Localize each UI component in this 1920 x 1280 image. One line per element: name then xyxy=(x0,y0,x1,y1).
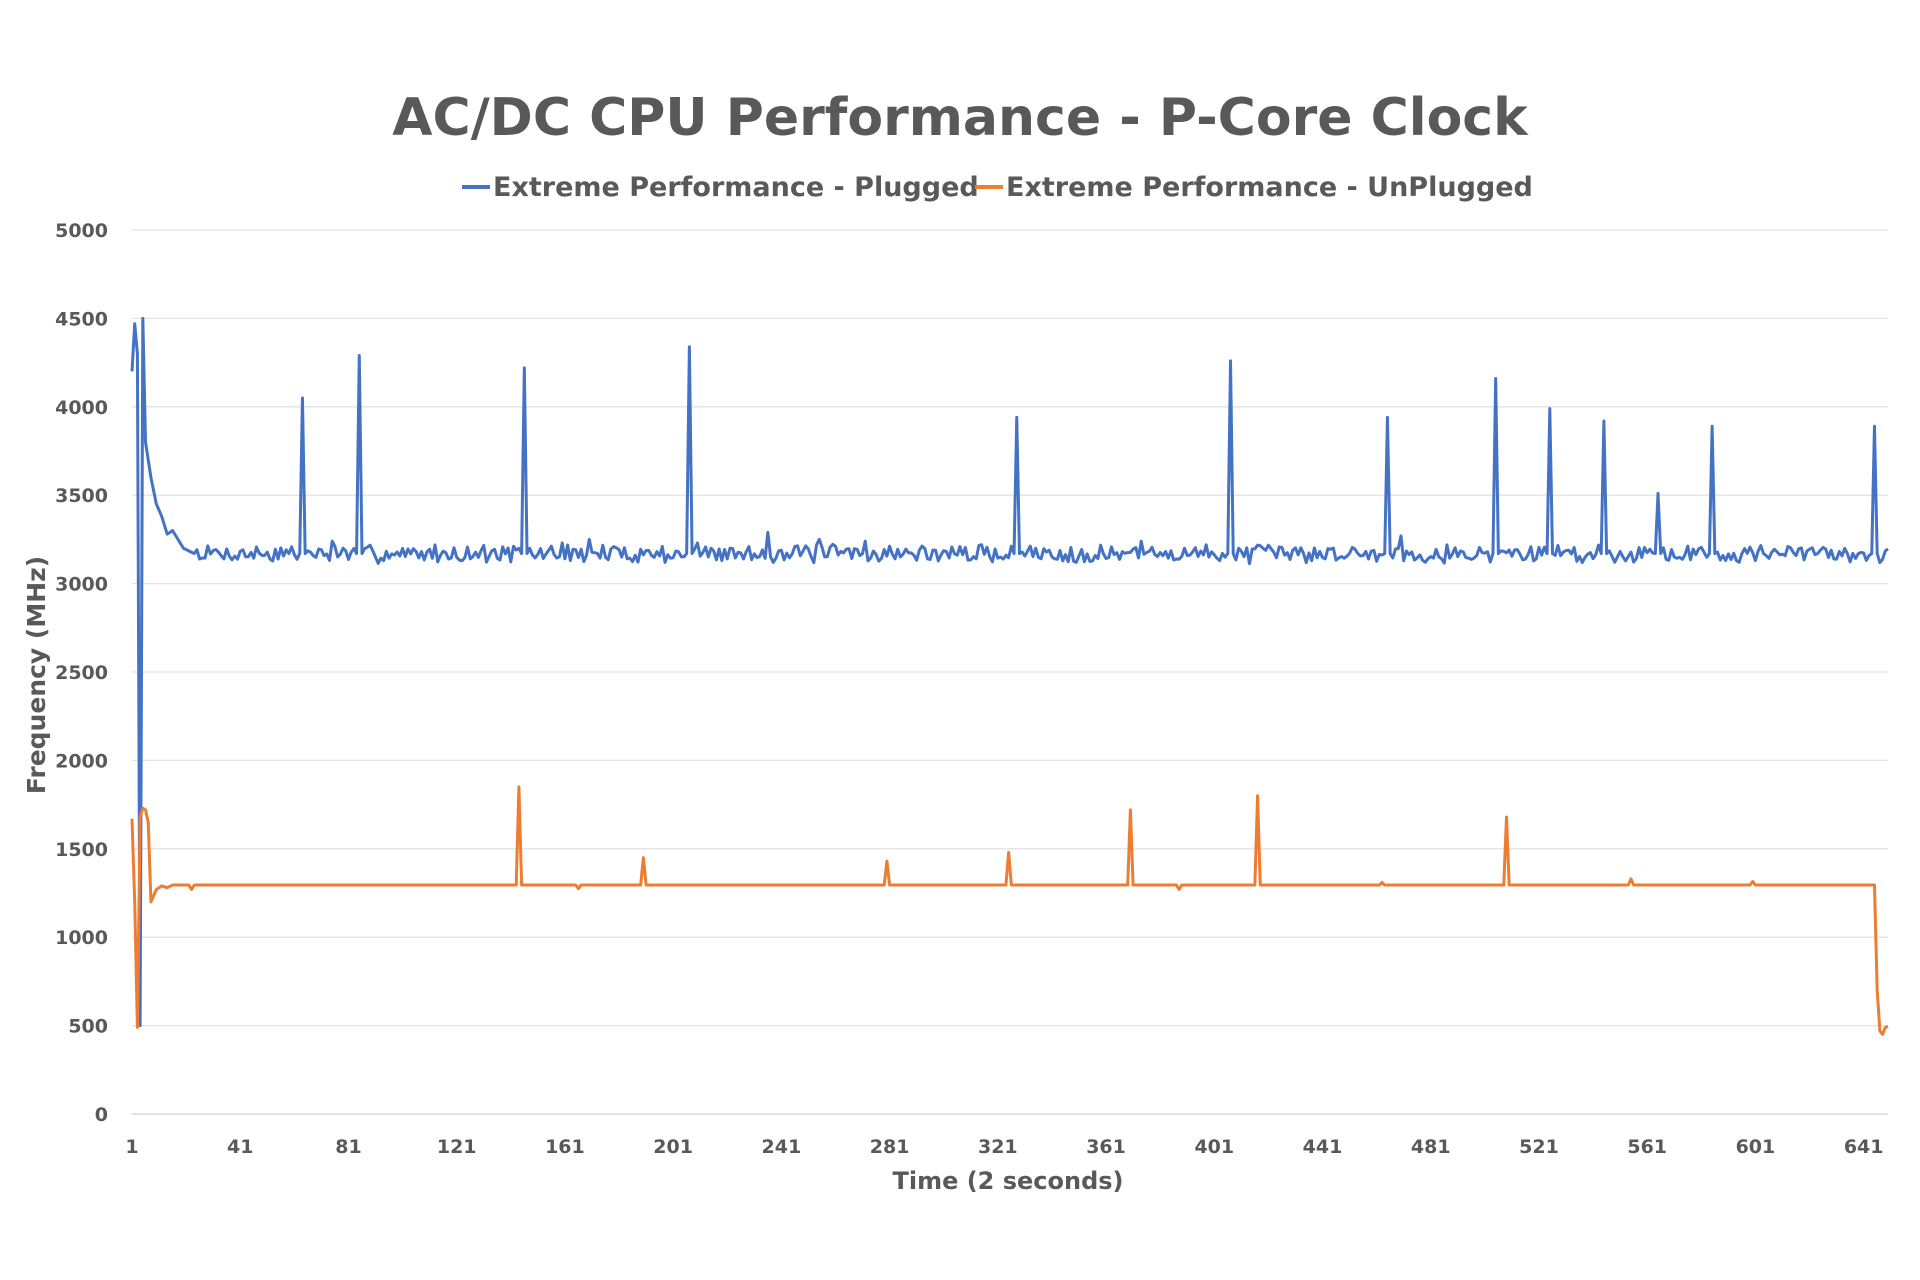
legend: Extreme Performance - Plugged Extreme Pe… xyxy=(462,172,1533,203)
y-tick-label: 2000 xyxy=(55,750,108,772)
x-tick-label: 1 xyxy=(125,1136,138,1158)
x-tick-label: 561 xyxy=(1627,1136,1667,1158)
x-tick-label: 361 xyxy=(1086,1136,1126,1158)
y-tick-label: 4000 xyxy=(55,397,108,419)
x-tick-label: 441 xyxy=(1303,1136,1343,1158)
chart-title: AC/DC CPU Performance - P-Core Clock xyxy=(392,88,1529,148)
x-tick-label: 601 xyxy=(1736,1136,1776,1158)
y-tick-label: 1500 xyxy=(55,839,108,861)
y-axis-ticks: 0 500 1000 1500 2000 2500 3000 3500 4000 4500 5000 xyxy=(55,220,108,1126)
x-tick-label: 641 xyxy=(1844,1136,1884,1158)
y-tick-label: 4500 xyxy=(55,308,108,330)
x-tick-label: 241 xyxy=(762,1136,802,1158)
legend-label-plugged: Extreme Performance - Plugged xyxy=(493,172,979,203)
y-tick-label: 0 xyxy=(95,1104,108,1126)
x-axis-ticks: 1 41 81 121 161 201 241 281 321 361 401 441 481 521 56… xyxy=(125,1136,1883,1158)
y-axis-label: Frequency (MHz) xyxy=(22,556,51,794)
x-tick-label: 281 xyxy=(870,1136,910,1158)
x-tick-label: 41 xyxy=(227,1136,253,1158)
x-tick-label: 481 xyxy=(1411,1136,1451,1158)
x-tick-label: 121 xyxy=(437,1136,477,1158)
gridlines xyxy=(132,229,1888,1115)
series-line-plugged xyxy=(130,316,1889,1028)
series-line-unplugged xyxy=(130,785,1889,1036)
y-tick-label: 500 xyxy=(68,1016,108,1038)
legend-label-unplugged: Extreme Performance - UnPlugged xyxy=(1006,172,1533,203)
x-tick-label: 401 xyxy=(1194,1136,1234,1158)
y-tick-label: 2500 xyxy=(55,662,108,684)
y-tick-label: 3500 xyxy=(55,485,108,507)
x-tick-label: 161 xyxy=(545,1136,585,1158)
x-axis-label: Time (2 seconds) xyxy=(892,1167,1123,1195)
x-tick-label: 321 xyxy=(978,1136,1018,1158)
y-tick-label: 5000 xyxy=(55,220,108,242)
y-tick-label: 1000 xyxy=(55,927,108,949)
x-tick-label: 201 xyxy=(653,1136,693,1158)
x-tick-label: 81 xyxy=(335,1136,361,1158)
x-tick-label: 521 xyxy=(1519,1136,1559,1158)
series-lines xyxy=(130,316,1889,1036)
y-tick-label: 3000 xyxy=(55,574,108,596)
